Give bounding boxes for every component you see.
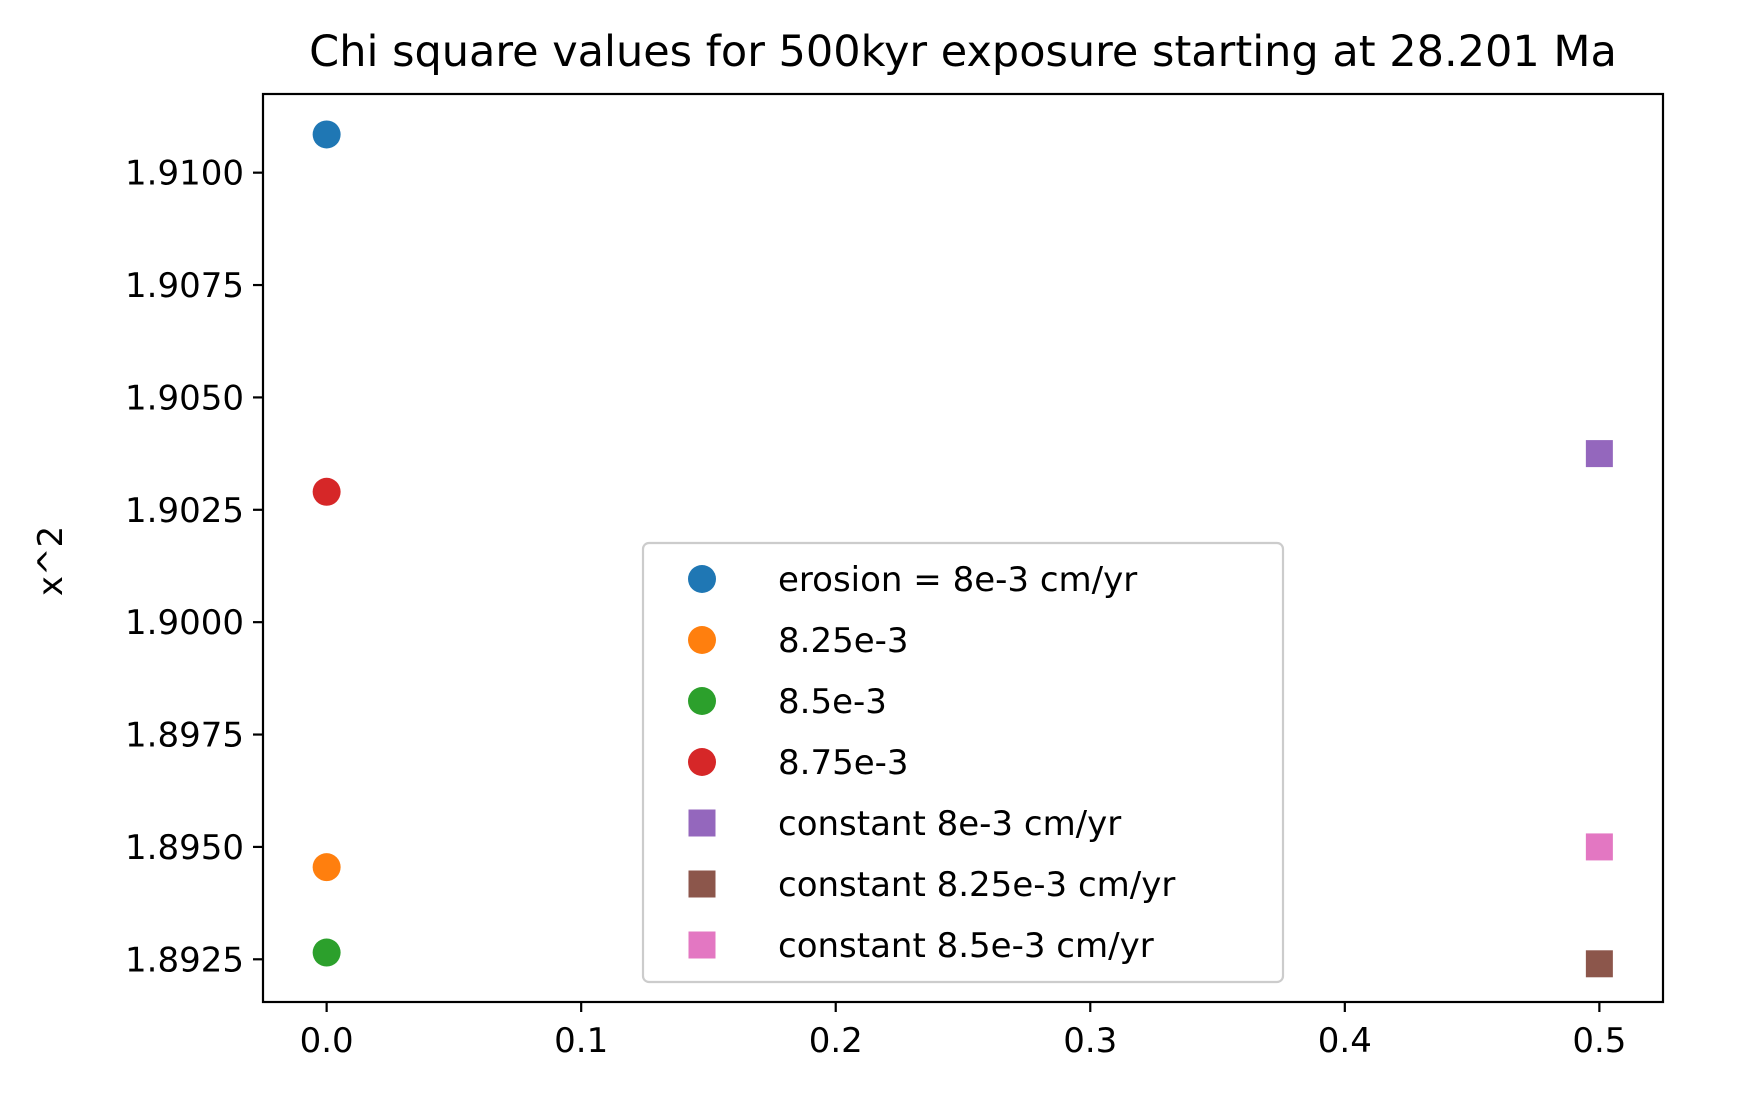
legend-marker-circle (688, 626, 716, 654)
data-point-square (1585, 833, 1613, 861)
legend-marker-circle (688, 748, 716, 776)
y-tick-label: 1.9000 (125, 603, 244, 643)
legend-marker-circle (688, 687, 716, 715)
legend-marker-square (688, 809, 716, 837)
legend-label: erosion = 8e-3 cm/yr (778, 560, 1137, 600)
legend-marker-circle (688, 565, 716, 593)
y-tick-label: 1.9050 (125, 378, 244, 418)
x-tick-label: 0.0 (300, 1021, 354, 1061)
x-axis-ticks: 0.0 0.1 0.2 0.3 0.4 0.5 (300, 1002, 1626, 1061)
data-point-circle (312, 477, 341, 506)
x-tick-label: 0.5 (1572, 1021, 1626, 1061)
legend-label: constant 8.25e-3 cm/yr (778, 865, 1175, 905)
legend-label: constant 8.5e-3 cm/yr (778, 926, 1154, 966)
plot-points (312, 120, 1613, 978)
y-tick-label: 1.8950 (125, 828, 244, 868)
data-point-circle (312, 853, 341, 882)
legend-marker-square (688, 870, 716, 898)
legend-label: 8.5e-3 (778, 682, 887, 722)
plot-frame (261, 92, 1665, 1004)
x-tick-label: 0.1 (554, 1021, 608, 1061)
legend-items: erosion = 8e-3 cm/yr 8.25e-3 8.5e-3 8.75e-3… (688, 560, 1175, 966)
data-point-circle (312, 120, 341, 149)
x-tick-label: 0.4 (1318, 1021, 1372, 1061)
y-tick-label: 1.8975 (125, 716, 244, 756)
data-point-circle (312, 938, 341, 967)
legend-label: 8.25e-3 (778, 621, 909, 661)
x-tick-label: 0.3 (1063, 1021, 1117, 1061)
y-tick-label: 1.9025 (125, 491, 244, 531)
chart-title: Chi square values for 500kyr exposure st… (309, 27, 1617, 77)
legend-marker-square (688, 931, 716, 959)
y-tick-label: 1.9075 (125, 266, 244, 306)
legend-label: 8.75e-3 (778, 743, 909, 783)
data-point-square (1585, 950, 1613, 978)
y-axis-ticks: 1.8925 1.8950 1.8975 1.9000 1.9025 1.9050 1.90… (125, 154, 263, 980)
y-tick-label: 1.9100 (125, 154, 244, 194)
legend-box (641, 541, 1285, 984)
x-tick-label: 0.2 (809, 1021, 863, 1061)
legend-label: constant 8e-3 cm/yr (778, 804, 1121, 844)
y-tick-label: 1.8925 (125, 940, 244, 980)
legend: erosion = 8e-3 cm/yr 8.25e-3 8.5e-3 8.75e-3… (641, 541, 1285, 984)
data-point-square (1585, 440, 1613, 468)
y-axis-label: x^2 (31, 526, 71, 596)
